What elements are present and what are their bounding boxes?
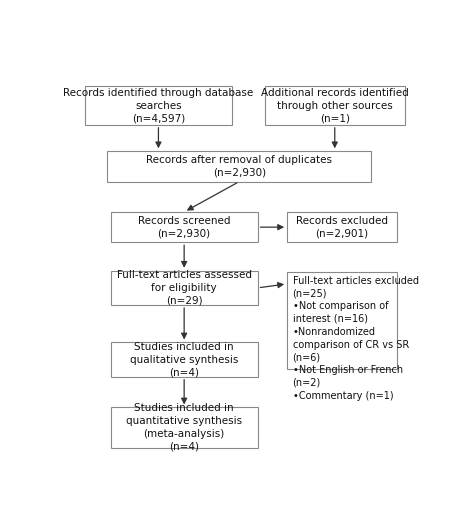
FancyBboxPatch shape xyxy=(110,342,258,377)
FancyBboxPatch shape xyxy=(265,86,405,125)
FancyBboxPatch shape xyxy=(107,151,372,181)
Text: Records excluded
(n=2,901): Records excluded (n=2,901) xyxy=(296,216,388,239)
FancyBboxPatch shape xyxy=(287,272,397,369)
Text: Full-text articles assessed
for eligibility
(n=29): Full-text articles assessed for eligibil… xyxy=(117,270,252,306)
Text: Full-text articles excluded
(n=25)
•Not comparison of
interest (n=16)
•Nonrandom: Full-text articles excluded (n=25) •Not … xyxy=(292,276,419,401)
FancyBboxPatch shape xyxy=(110,407,258,448)
Text: Records after removal of duplicates
(n=2,930): Records after removal of duplicates (n=2… xyxy=(146,155,332,178)
FancyBboxPatch shape xyxy=(110,212,258,242)
FancyBboxPatch shape xyxy=(85,86,232,125)
Text: Records identified through database
searches
(n=4,597): Records identified through database sear… xyxy=(64,88,254,124)
FancyBboxPatch shape xyxy=(287,212,397,242)
Text: Additional records identified
through other sources
(n=1): Additional records identified through ot… xyxy=(261,88,409,124)
FancyBboxPatch shape xyxy=(110,271,258,305)
Text: Studies included in
qualitative synthesis
(n=4): Studies included in qualitative synthesi… xyxy=(130,342,238,377)
Text: Records screened
(n=2,930): Records screened (n=2,930) xyxy=(138,216,230,239)
Text: Studies included in
quantitative synthesis
(meta-analysis)
(n=4): Studies included in quantitative synthes… xyxy=(126,403,242,452)
